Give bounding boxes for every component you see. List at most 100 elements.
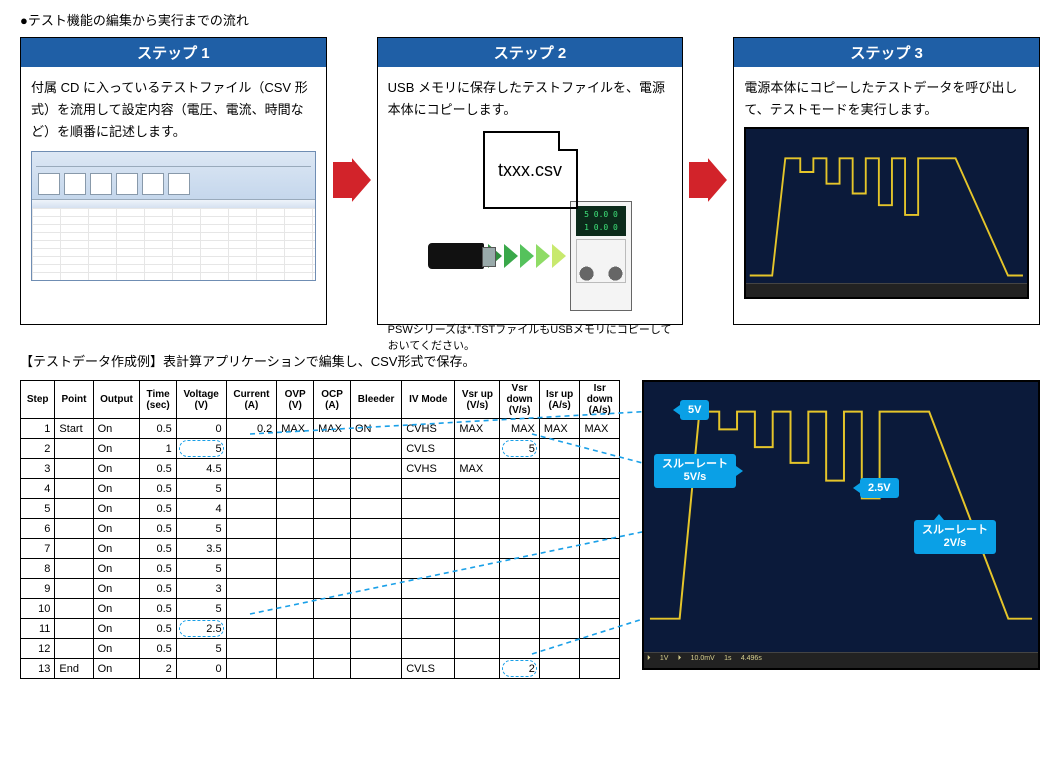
table-cell [277,559,314,579]
table-cell: On [93,559,140,579]
annotation-5v: 5V [680,400,709,420]
step-2-title: ステップ 2 [378,38,683,67]
table-cell [226,579,277,599]
table-row: 13EndOn20CVLS2 [21,659,620,679]
table-cell [455,479,500,499]
table-cell: 0.5 [140,459,176,479]
table-cell: 5 [176,639,226,659]
table-header-cell: OVP(V) [277,381,314,419]
csv-file-label: txxx.csv [498,155,562,186]
table-header-cell: Point [55,381,93,419]
table-cell [226,479,277,499]
table-cell: MAX [455,419,500,439]
bottom-row: StepPointOutputTime(sec)Voltage(V)Curren… [20,380,1040,679]
table-row: 11On0.52.5 [21,619,620,639]
table-header-row: StepPointOutputTime(sec)Voltage(V)Curren… [21,381,620,419]
table-header-cell: Isrdown(A/s) [580,381,620,419]
table-cell: 0 [176,419,226,439]
status-item: ⏵ [647,655,651,663]
table-cell: 0.5 [140,639,176,659]
table-cell [455,519,500,539]
table-cell [539,579,580,599]
table-header-cell: Current(A) [226,381,277,419]
table-cell: 0.5 [140,479,176,499]
status-item: 1V [660,655,669,662]
arrow-1 [333,157,371,203]
table-cell: On [93,459,140,479]
table-cell [455,619,500,639]
step-2-illustration: txxx.csv 5 0.0 0 1 0.0 0 [388,131,673,311]
table-cell [350,459,401,479]
table-cell [455,439,500,459]
table-cell [539,519,580,539]
table-cell: On [93,499,140,519]
table-cell: MAX [580,419,620,439]
table-cell: 0.2 [226,419,277,439]
table-cell [226,499,277,519]
table-cell [539,499,580,519]
table-cell [455,499,500,519]
device-lcd-line1: 5 0.0 0 [584,208,618,222]
table-header-cell: Step [21,381,55,419]
table-cell: 3 [21,459,55,479]
table-cell [402,499,455,519]
table-cell: 0 [176,659,226,679]
table-cell [314,459,351,479]
table-cell [226,659,277,679]
table-cell: CVHS [402,419,455,439]
table-cell [580,619,620,639]
step-2-text: USB メモリに保存したテストファイルを、電源本体にコピーします。 [388,77,673,121]
table-cell [350,639,401,659]
table-cell: 7 [21,539,55,559]
table-cell [55,619,93,639]
annotation-2p5v: 2.5V [860,478,899,498]
table-row: 2On15CVLS5 [21,439,620,459]
step-2-note: PSWシリーズは*.TSTファイルもUSBメモリにコピーしておいてください。 [388,323,673,354]
power-supply-icon: 5 0.0 0 1 0.0 0 [570,201,632,311]
table-cell: On [93,539,140,559]
table-cell [500,619,539,639]
table-cell: 0.5 [140,519,176,539]
table-cell [402,579,455,599]
table-cell [580,439,620,459]
table-cell: 1 [140,439,176,459]
table-cell [55,499,93,519]
table-cell [580,459,620,479]
table-cell: 0.5 [140,539,176,559]
table-cell [226,559,277,579]
table-cell: 5 [176,559,226,579]
table-cell [350,479,401,499]
table-cell [314,659,351,679]
table-cell: 4 [21,479,55,499]
table-cell [539,439,580,459]
chevron-icon [520,244,534,268]
table-cell [455,639,500,659]
table-cell: On [93,639,140,659]
table-cell: 5 [176,519,226,539]
table-cell [277,519,314,539]
annotation-slew-5: スルーレート5V/s [654,454,736,488]
status-item: 1s [724,655,731,662]
table-cell: On [93,479,140,499]
status-item: 4.496s [741,655,762,662]
table-cell: MAX [277,419,314,439]
table-header-cell: OCP(A) [314,381,351,419]
table-cell: 12 [21,639,55,659]
table-cell [539,479,580,499]
table-cell: 0.5 [140,599,176,619]
table-cell: 8 [21,559,55,579]
table-cell [402,539,455,559]
table-row: 7On0.53.5 [21,539,620,559]
table-cell [277,579,314,599]
table-cell [539,599,580,619]
table-cell [277,599,314,619]
table-cell [55,539,93,559]
table-cell [226,539,277,559]
table-cell: 11 [21,619,55,639]
csv-file-icon: txxx.csv [483,131,578,209]
device-lcd-line2: 1 0.0 0 [584,221,618,235]
table-cell [314,479,351,499]
table-cell [580,519,620,539]
table-cell: 2 [21,439,55,459]
table-cell [402,519,455,539]
